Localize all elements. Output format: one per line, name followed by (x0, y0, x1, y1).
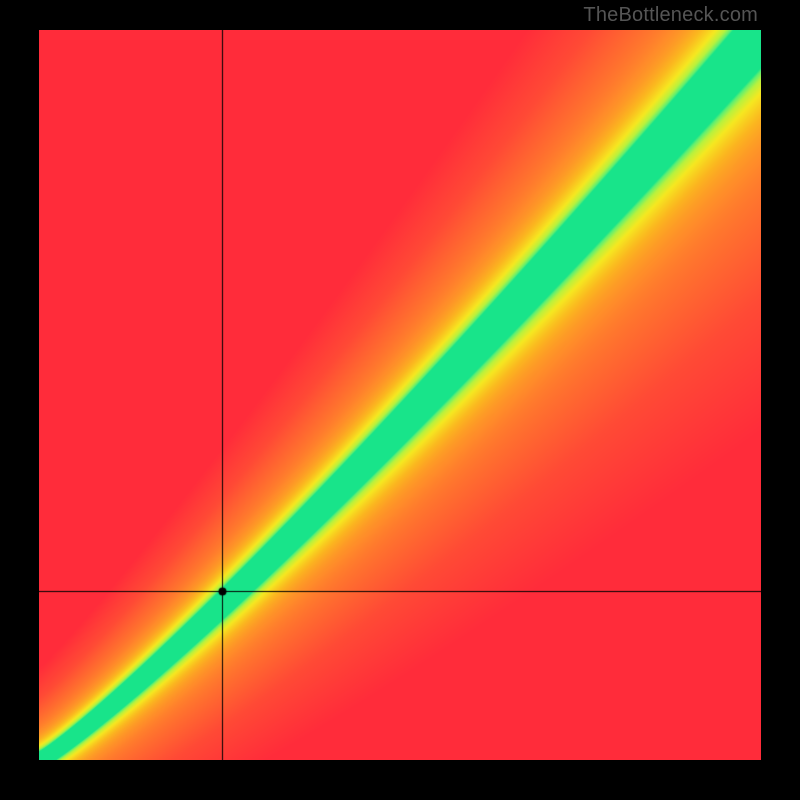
watermark-text: TheBottleneck.com (583, 4, 758, 27)
bottleneck-heatmap (39, 30, 761, 760)
